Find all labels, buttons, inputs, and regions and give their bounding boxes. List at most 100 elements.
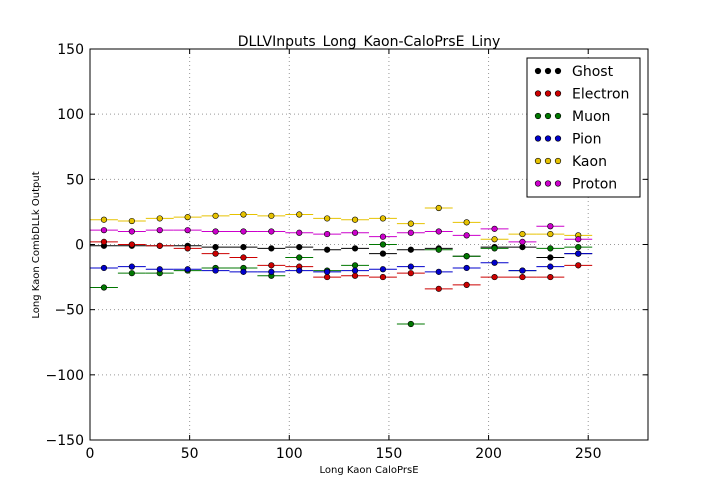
y-axis-ticks: −150 −100 −50 0 50 100 150: [46, 42, 648, 449]
data-series: [90, 204, 593, 328]
pion-point: [491, 259, 498, 266]
muon-point: [407, 320, 414, 328]
legend-marker: [534, 67, 542, 75]
muon-point: [379, 241, 387, 248]
muon-point: [547, 245, 554, 252]
legend-marker: [534, 135, 542, 142]
proton-point: [268, 228, 275, 235]
muon-point: [491, 245, 498, 252]
y-tick-label: −150: [46, 433, 84, 449]
pion-point: [379, 266, 387, 273]
kaon-point: [519, 230, 526, 238]
legend-marker: [534, 157, 542, 165]
legend-marker: [554, 90, 562, 97]
legend-item-pion: Pion: [534, 132, 601, 148]
pion-point: [407, 263, 414, 270]
ghost-point: [296, 244, 303, 251]
series-proton: [90, 223, 593, 245]
y-tick-label: 150: [57, 42, 84, 58]
legend-label: Pion: [572, 132, 601, 148]
proton-point: [407, 229, 414, 236]
pion-point: [240, 268, 247, 275]
pion-point: [463, 264, 470, 272]
proton-point: [519, 238, 526, 245]
proton-point: [575, 236, 582, 243]
pion-point: [268, 268, 275, 275]
electron-point: [156, 242, 163, 249]
x-tick-label: 250: [575, 446, 602, 462]
kaon-point: [296, 211, 303, 218]
kaon-point: [100, 216, 108, 223]
ghost-point: [240, 244, 247, 251]
proton-point: [212, 228, 219, 235]
kaon-point: [212, 212, 219, 219]
kaon-point: [379, 215, 387, 222]
electron-point: [379, 273, 387, 281]
muon-point: [128, 270, 135, 277]
pion-point: [296, 267, 303, 274]
proton-point: [379, 233, 387, 240]
electron-point: [128, 241, 135, 248]
pion-point: [547, 263, 554, 270]
proton-point: [156, 227, 163, 234]
y-tick-label: −50: [54, 303, 84, 319]
ghost-point: [407, 246, 414, 253]
x-tick-label: 50: [181, 446, 199, 462]
proton-point: [435, 228, 442, 235]
pion-point: [156, 266, 163, 273]
y-tick-label: −100: [46, 368, 84, 384]
legend-marker: [544, 90, 552, 97]
proton-point: [351, 229, 359, 236]
x-tick-label: 100: [276, 446, 303, 462]
ghost-point: [519, 244, 526, 251]
kaon-point: [268, 212, 275, 219]
legend-label: Muon: [572, 109, 610, 125]
electron-point: [212, 250, 219, 257]
series-kaon: [90, 204, 593, 243]
y-tick-label: 0: [75, 238, 84, 254]
electron-point: [435, 285, 442, 292]
electron-point: [100, 238, 108, 245]
ghost-point: [547, 254, 554, 261]
legend-marker: [554, 135, 562, 142]
legend-item-kaon: Kaon: [534, 154, 607, 170]
muon-point: [351, 262, 359, 269]
x-axis-ticks: 0 50 100 150 200 250: [86, 49, 602, 462]
x-tick-label: 200: [475, 446, 502, 462]
legend-item-electron: Electron: [534, 87, 629, 103]
pion-point: [435, 268, 442, 275]
legend-box: [526, 57, 641, 198]
muon-point: [296, 254, 303, 261]
electron-point: [547, 273, 554, 281]
ghost-point: [212, 244, 219, 251]
plot-area-frame: [89, 48, 649, 441]
muon-point: [435, 246, 442, 253]
muon-point: [575, 244, 582, 251]
electron-point: [519, 273, 526, 281]
legend: Ghost Electron Muon Pion Kaon Proton: [526, 57, 641, 198]
y-tick-label: 100: [57, 107, 84, 123]
electron-point: [407, 270, 414, 277]
legend-label: Proton: [572, 177, 617, 193]
kaon-point: [156, 215, 163, 222]
legend-marker: [554, 180, 562, 187]
legend-marker: [534, 112, 542, 120]
electron-point: [324, 273, 331, 281]
pion-point: [100, 264, 108, 272]
electron-point: [575, 262, 582, 269]
kaon-point: [435, 204, 442, 212]
kaon-point: [184, 214, 191, 221]
pion-point: [128, 263, 135, 270]
chart-title: DLLVInputs_Long_Kaon-CaloPrsE_Liny: [238, 34, 501, 50]
x-axis-label: Long Kaon CaloPrsE: [319, 465, 418, 476]
electron-point: [491, 273, 498, 281]
legend-label: Ghost: [572, 64, 614, 80]
legend-marker: [534, 180, 542, 187]
kaon-point: [491, 236, 498, 243]
proton-point: [296, 229, 303, 236]
x-tick-label: 0: [86, 446, 95, 462]
pion-point: [184, 266, 191, 273]
pion-point: [519, 267, 526, 274]
ghost-point: [324, 246, 331, 253]
